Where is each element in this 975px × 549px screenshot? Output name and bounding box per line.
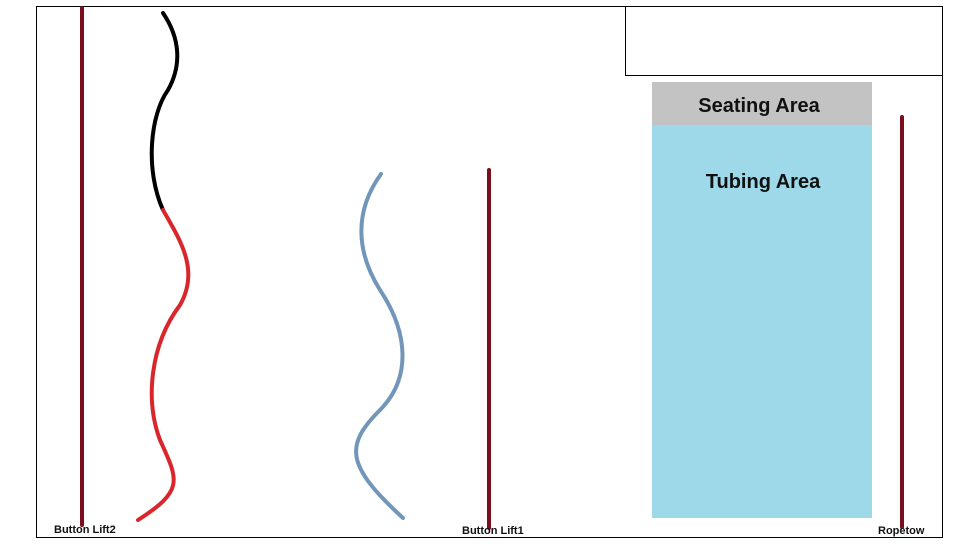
ropetow-label: Ropetow (878, 525, 925, 537)
tubing-area (652, 125, 872, 518)
seating-area-label: Seating Area (698, 95, 820, 117)
map-border (36, 6, 943, 538)
top-right-box (625, 6, 943, 76)
tubing-area-label: Tubing Area (706, 171, 821, 193)
blue-trail (354, 172, 405, 520)
seating-area (652, 82, 872, 125)
black-trail (149, 11, 180, 212)
button-lift2-label: Button Lift2 (54, 524, 116, 536)
button-lift1-label: Button Lift1 (462, 525, 524, 537)
red-trail (136, 208, 191, 522)
